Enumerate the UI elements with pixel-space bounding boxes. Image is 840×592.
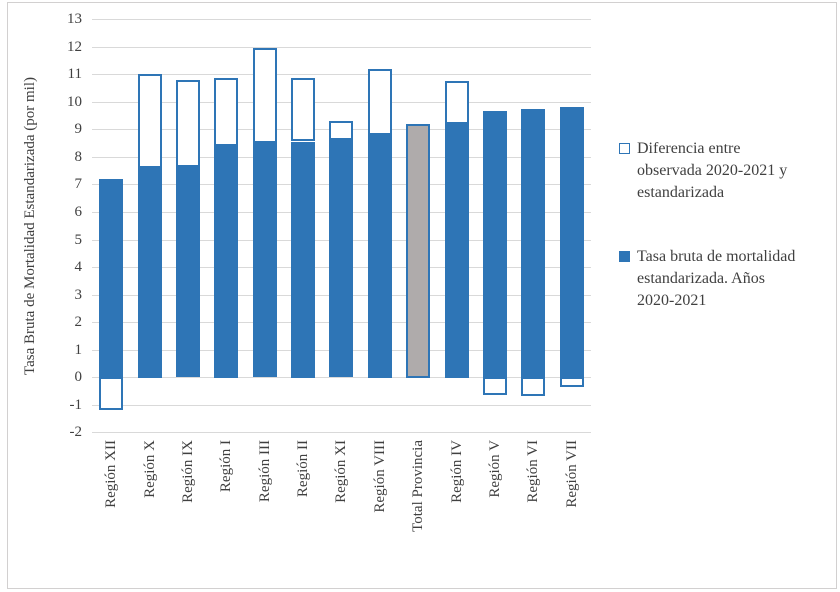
x-axis-label: Región XI bbox=[333, 440, 349, 503]
x-axis-label: Región VIII bbox=[372, 440, 388, 513]
x-axis-label: Región III bbox=[257, 440, 273, 503]
gridline bbox=[92, 405, 591, 406]
bar-diferencia-10 bbox=[445, 81, 469, 124]
bar-tasa-2 bbox=[138, 168, 162, 378]
x-axis-label: Región XII bbox=[103, 440, 119, 508]
bar-tasa-6 bbox=[291, 142, 315, 378]
bar-diferencia-12 bbox=[521, 377, 545, 396]
gridline bbox=[92, 19, 591, 20]
y-tick-label: 4 bbox=[74, 259, 83, 275]
x-axis-label: Región V bbox=[487, 440, 503, 498]
bar-tasa-9 bbox=[406, 124, 430, 378]
y-tick-label: 7 bbox=[74, 176, 83, 192]
y-tick-label: 8 bbox=[74, 149, 83, 165]
bar-tasa-12 bbox=[521, 109, 545, 378]
bar-tasa-11 bbox=[483, 111, 507, 377]
y-tick-label: 12 bbox=[67, 39, 82, 55]
x-axis-label: Región VII bbox=[564, 440, 580, 508]
y-tick-label: 13 bbox=[67, 11, 82, 27]
legend-label: Diferencia entre observada 2020-2021 y e… bbox=[637, 140, 788, 201]
x-axis-label: Región II bbox=[295, 440, 311, 498]
legend-item-diferencia: Diferencia entre observada 2020-2021 y e… bbox=[619, 138, 805, 204]
plot-area bbox=[92, 19, 591, 433]
bar-tasa-7 bbox=[329, 140, 353, 377]
y-tick-label: -1 bbox=[69, 397, 83, 413]
bar-tasa-13 bbox=[560, 107, 584, 377]
chart-border bbox=[7, 2, 837, 589]
y-tick-label: 10 bbox=[67, 94, 82, 110]
legend-swatch-solid-icon bbox=[619, 251, 630, 262]
bar-diferencia-11 bbox=[483, 377, 507, 395]
bar-diferencia-6 bbox=[291, 78, 315, 141]
gridline bbox=[92, 432, 591, 433]
bar-tasa-10 bbox=[445, 124, 469, 378]
bar-diferencia-4 bbox=[214, 78, 238, 146]
bar-tasa-5 bbox=[253, 143, 277, 377]
y-tick-label: 3 bbox=[74, 287, 83, 303]
y-tick-label: 0 bbox=[74, 369, 83, 385]
x-axis-label: Región X bbox=[142, 440, 158, 498]
y-tick-label: 9 bbox=[74, 121, 83, 137]
legend: Diferencia entre observada 2020-2021 y e… bbox=[619, 138, 805, 312]
x-axis-label: Región IX bbox=[180, 440, 196, 503]
x-axis-label: Región I bbox=[218, 440, 234, 493]
gridline bbox=[92, 102, 591, 103]
y-tick-label: 11 bbox=[67, 66, 82, 82]
gridline bbox=[92, 47, 591, 48]
legend-item-tasa-bruta: Tasa bruta de mortalidad estandarizada. … bbox=[619, 246, 805, 312]
x-axis-label: Región VI bbox=[525, 440, 541, 503]
x-axis-label: Región IV bbox=[449, 440, 465, 503]
legend-label: Tasa bruta de mortalidad estandarizada. … bbox=[637, 248, 796, 309]
y-tick-label: -2 bbox=[69, 424, 83, 440]
y-tick-label: 2 bbox=[74, 314, 83, 330]
x-axis-label: Total Provincia bbox=[410, 440, 426, 532]
y-tick-label: 5 bbox=[74, 232, 83, 248]
bar-tasa-3 bbox=[176, 166, 200, 377]
bar-diferencia-2 bbox=[138, 74, 162, 168]
bar-tasa-1 bbox=[99, 179, 123, 377]
gridline bbox=[92, 377, 591, 378]
bar-diferencia-1 bbox=[99, 377, 123, 410]
y-tick-label: 1 bbox=[74, 342, 83, 358]
bar-diferencia-8 bbox=[368, 69, 392, 135]
bar-tasa-8 bbox=[368, 135, 392, 378]
y-tick-label: 6 bbox=[74, 204, 83, 220]
bar-diferencia-13 bbox=[560, 377, 584, 387]
bar-diferencia-7 bbox=[329, 121, 353, 140]
gridline bbox=[92, 74, 591, 75]
bar-tasa-4 bbox=[214, 146, 238, 378]
legend-swatch-outline-icon bbox=[619, 143, 630, 154]
bar-diferencia-5 bbox=[253, 48, 277, 143]
bar-diferencia-3 bbox=[176, 80, 200, 167]
